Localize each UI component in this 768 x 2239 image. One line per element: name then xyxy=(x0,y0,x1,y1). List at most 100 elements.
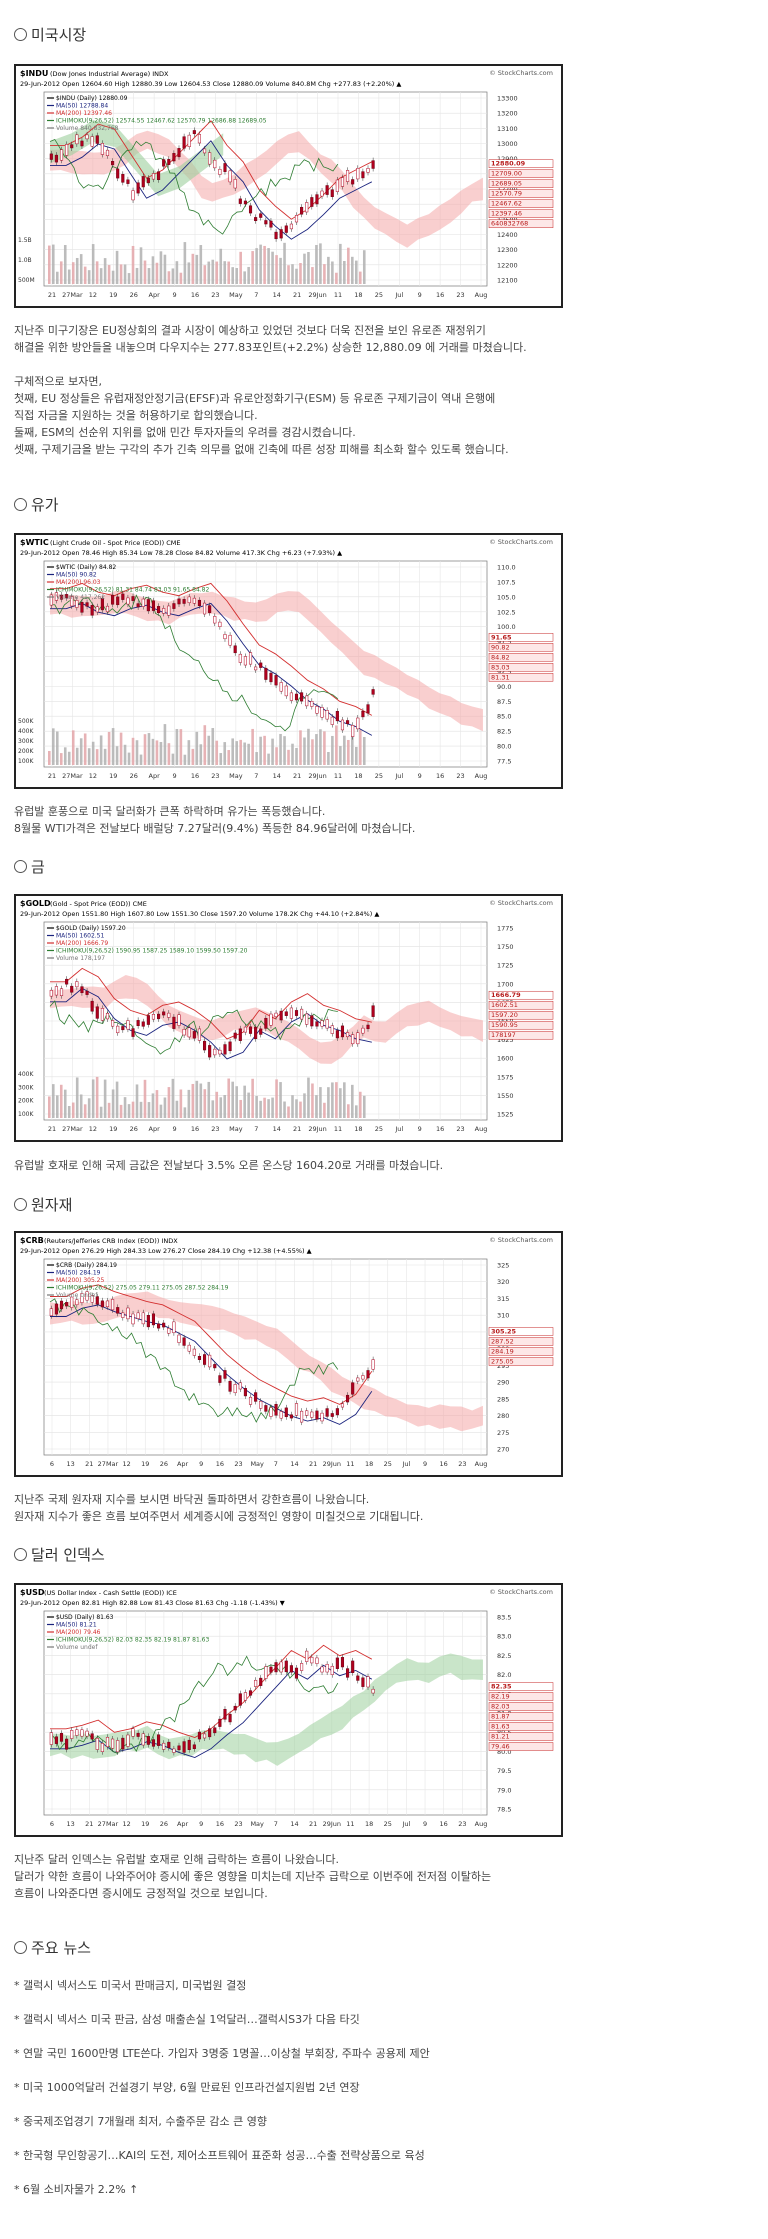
volume-bar xyxy=(362,250,366,284)
candle xyxy=(49,1308,53,1317)
candle xyxy=(371,1359,375,1370)
value-tag xyxy=(488,643,554,652)
candle xyxy=(65,144,69,156)
candle xyxy=(233,179,237,189)
candle xyxy=(172,1016,176,1029)
value-tag xyxy=(488,1010,554,1020)
value-tag-label: 83.03 xyxy=(491,663,510,671)
candle xyxy=(305,695,309,707)
x-tick-label: Aug xyxy=(475,1125,488,1133)
volume-bar xyxy=(283,242,286,284)
volume-bar xyxy=(199,744,203,765)
candle xyxy=(248,1396,253,1405)
volume-bar xyxy=(219,753,223,765)
volume-bar xyxy=(362,737,366,765)
paragraph-line: 구체적으로 보자면, xyxy=(14,375,102,388)
volume-bar xyxy=(167,1087,171,1118)
x-tick-label: 16 xyxy=(440,1460,448,1468)
volume-bar xyxy=(275,255,278,284)
volume-bar xyxy=(71,730,75,765)
candle xyxy=(269,672,273,683)
y-tick-label: 79.5 xyxy=(497,1767,511,1775)
volume-bar xyxy=(283,1101,286,1118)
y-tick-label: 310 xyxy=(497,1312,509,1320)
volume-tick-label: 200K xyxy=(18,1098,34,1105)
news-item: * 한국형 무인항공기…KAI의 도전, 제어소프트웨어 표준화 성공…수출 전… xyxy=(14,2149,425,2162)
volume-bar xyxy=(83,266,87,284)
chart-ohlc: 29-Jun-2012 Open 78.46 High 85.34 Low 78… xyxy=(20,549,342,557)
volume-bar xyxy=(347,1104,350,1118)
section-title-news: 주요 뉴스 xyxy=(14,1937,91,1958)
x-tick-label: 21 xyxy=(48,291,56,299)
candle xyxy=(346,170,350,182)
volume-bar xyxy=(175,261,179,284)
volume-bar xyxy=(255,1095,258,1118)
candle xyxy=(85,1730,89,1737)
candle xyxy=(208,152,212,165)
paragraph-us-market: 지난주 미구기장은 EU정상회의 결과 시장이 예상하고 있었던 것보다 더욱 … xyxy=(14,322,614,458)
volume-bar xyxy=(48,1096,51,1118)
candle xyxy=(238,1028,242,1041)
volume-bar xyxy=(119,264,123,284)
volume-bar xyxy=(287,265,290,284)
candle xyxy=(54,592,58,601)
volume-bar xyxy=(95,749,99,765)
volume-bar xyxy=(115,746,119,765)
candle xyxy=(335,711,339,722)
value-tag xyxy=(488,673,554,682)
candle xyxy=(346,1668,350,1678)
candle xyxy=(300,1663,304,1671)
candle xyxy=(177,1334,181,1343)
candle xyxy=(121,1737,125,1750)
y-tick-label: 105.0 xyxy=(497,593,516,601)
candle xyxy=(182,1029,186,1036)
volume-bar xyxy=(175,1100,179,1118)
x-tick-label: 19 xyxy=(109,1125,117,1133)
x-tick-label: 23 xyxy=(234,1820,242,1828)
value-tag-label: 1602.51 xyxy=(491,1001,518,1009)
y-tick-label: 78.5 xyxy=(497,1806,511,1814)
candle xyxy=(70,1296,74,1308)
candle xyxy=(351,1660,355,1673)
candle xyxy=(361,1677,365,1687)
volume-bar xyxy=(223,1095,227,1118)
candle xyxy=(279,1010,283,1021)
volume-bar xyxy=(299,263,302,284)
candle xyxy=(279,1411,283,1419)
x-tick-label: 7 xyxy=(274,1820,278,1828)
paragraph-line: 유럽발 훈풍으로 미국 달러화가 큰폭 하락하며 유가는 폭등했습니다. xyxy=(14,805,326,818)
x-tick-label: 12 xyxy=(122,1460,130,1468)
candle xyxy=(284,1660,288,1673)
candle xyxy=(325,1664,329,1673)
candle xyxy=(126,1020,130,1030)
y-tick-label: 80.0 xyxy=(497,743,511,751)
candle xyxy=(100,143,104,155)
volume-bar xyxy=(127,752,131,765)
x-tick-label: 26 xyxy=(130,1125,138,1133)
candle xyxy=(254,217,258,221)
y-tick-label: 107.5 xyxy=(497,578,516,586)
volume-bar xyxy=(187,1089,191,1118)
y-tick-label: 1625 xyxy=(497,1036,514,1044)
x-tick-label: 11 xyxy=(346,1460,354,1468)
volume-bar xyxy=(347,739,350,765)
legend-entry: MA(50) 81.21 xyxy=(56,1622,97,1629)
volume-bar xyxy=(183,242,187,284)
volume-bar xyxy=(279,257,282,284)
value-tag xyxy=(488,1337,554,1346)
volume-bar xyxy=(103,748,107,765)
value-tag xyxy=(488,1682,554,1691)
volume-bar xyxy=(311,1083,314,1118)
x-tick-label: May xyxy=(229,291,243,299)
volume-bar xyxy=(55,1095,59,1118)
candle xyxy=(366,704,370,714)
candle xyxy=(269,220,273,228)
candle xyxy=(75,134,79,145)
candle xyxy=(136,182,140,194)
volume-bar xyxy=(259,1100,262,1118)
candle xyxy=(167,1328,171,1334)
candle xyxy=(54,1303,58,1315)
candle xyxy=(305,1410,309,1416)
candle xyxy=(59,988,64,996)
y-tick-label: 12400 xyxy=(497,231,518,239)
